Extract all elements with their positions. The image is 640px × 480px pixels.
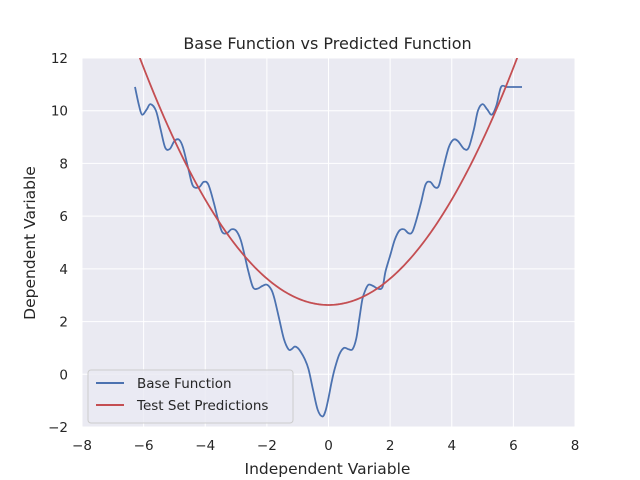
x-tick-label: −6 (134, 438, 154, 454)
x-axis-label: Independent Variable (245, 460, 411, 478)
legend-box (87, 369, 294, 424)
x-tick-label: 0 (324, 438, 333, 454)
series-line-base-function (134, 84, 522, 418)
y-tick-label: 4 (59, 262, 68, 278)
legend-label-base-function: Base Function (137, 376, 232, 392)
y-tick-label: 0 (59, 367, 68, 383)
y-axis-label: Dependent Variable (21, 166, 39, 320)
x-tick-label: 6 (509, 438, 518, 454)
series-layer (134, 58, 522, 418)
y-tick-label: 12 (51, 51, 68, 67)
chart-title: Base Function vs Predicted Function (183, 34, 471, 53)
series-line-test-set-predictions (138, 58, 519, 306)
legend: Base Function Test Set Predictions (87, 369, 294, 424)
x-tick-label: 4 (447, 438, 456, 454)
y-tick-label: 6 (59, 209, 68, 225)
y-tick-label: 10 (51, 104, 68, 120)
y-tick-label: 2 (59, 315, 68, 331)
legend-label-test-set-predictions: Test Set Predictions (136, 398, 268, 414)
x-tick-label: 8 (571, 438, 580, 454)
x-tick-labels: −8 −6 −4 −2 0 2 4 6 8 (72, 438, 579, 454)
y-tick-label: 8 (59, 156, 68, 172)
x-tick-label: −8 (72, 438, 92, 454)
x-tick-label: 2 (386, 438, 395, 454)
grid (81, 57, 576, 428)
x-tick-label: −4 (195, 438, 215, 454)
x-tick-label: −2 (257, 438, 277, 454)
y-tick-labels: −2 0 2 4 6 8 10 12 (48, 51, 68, 436)
y-tick-label: −2 (48, 420, 68, 436)
